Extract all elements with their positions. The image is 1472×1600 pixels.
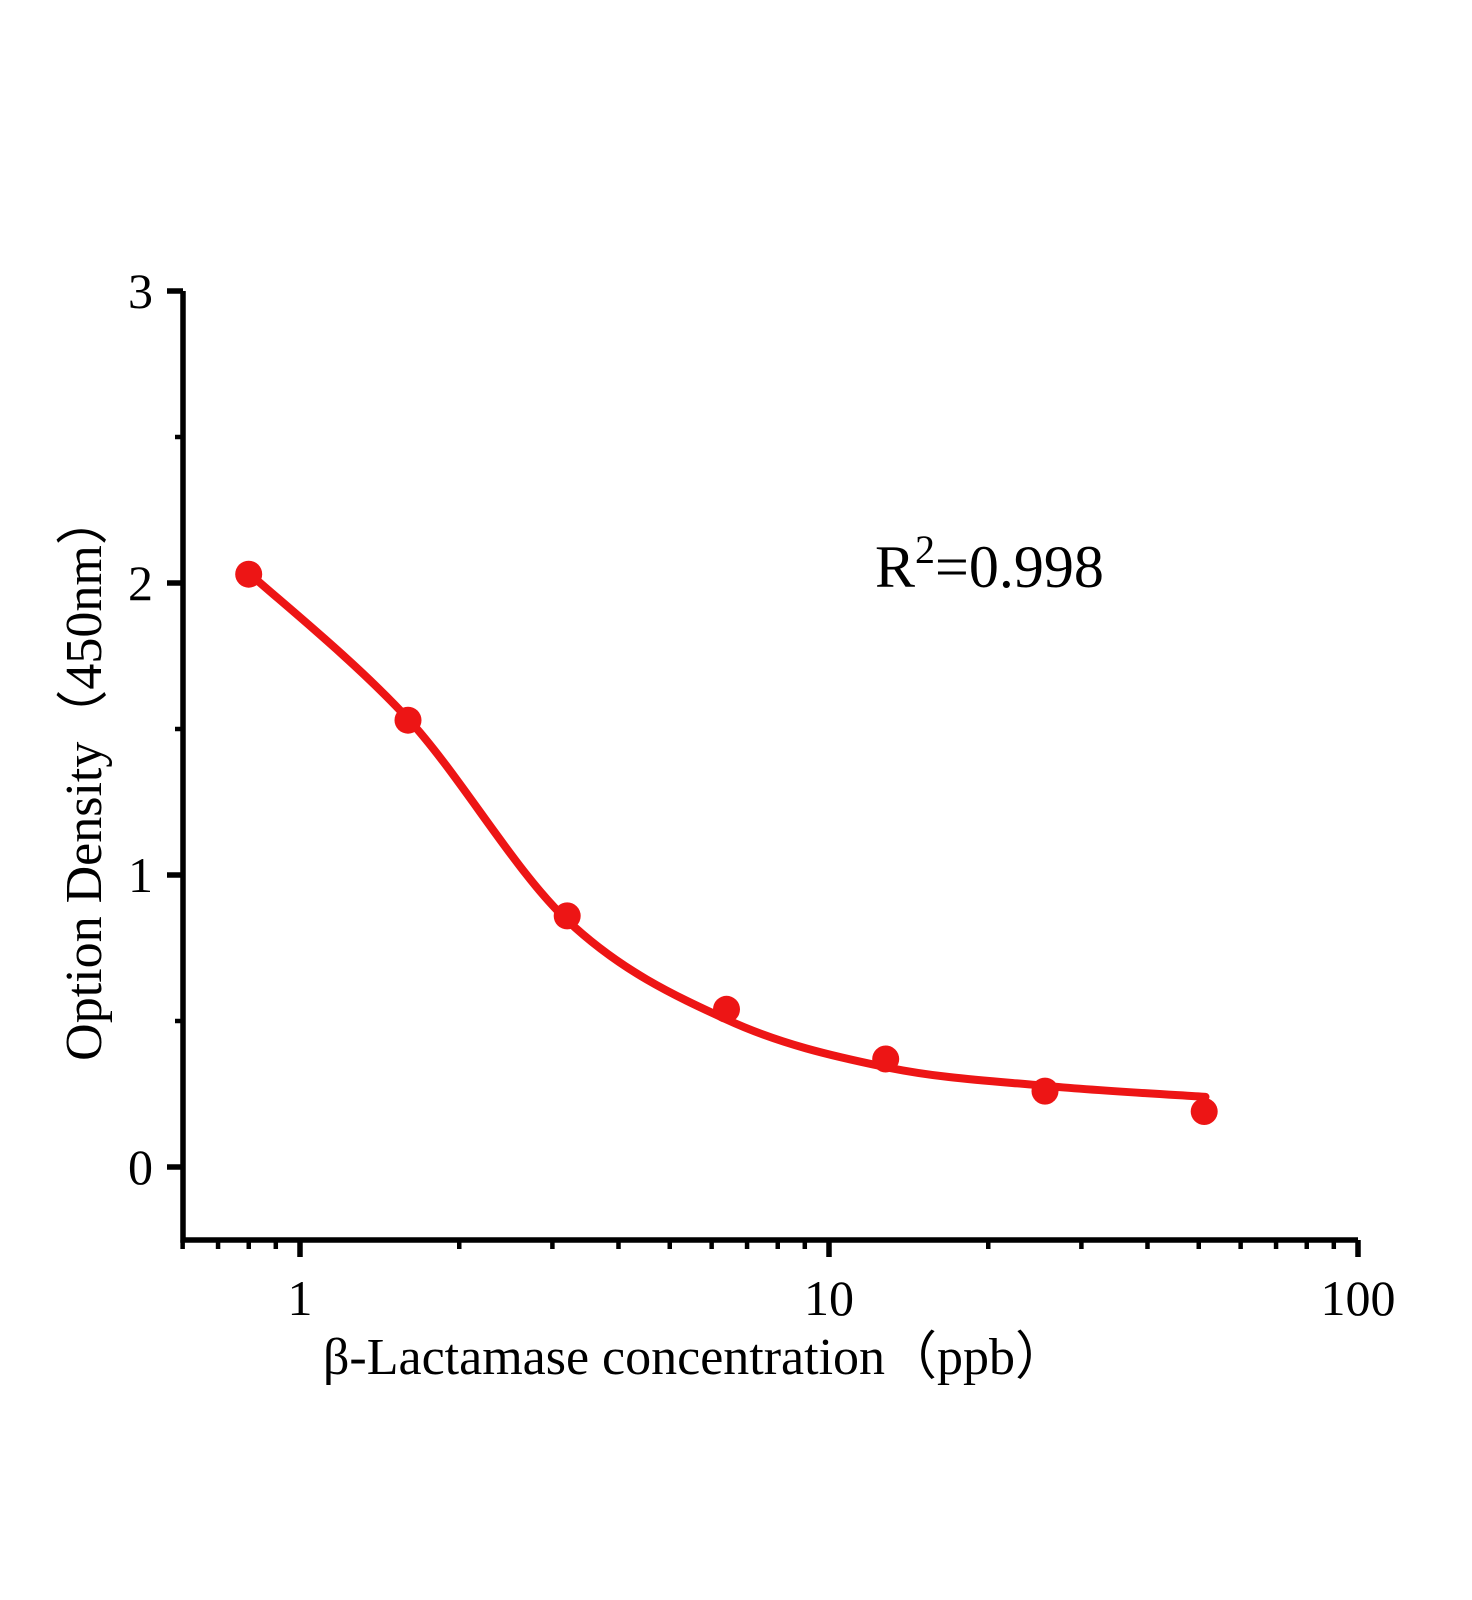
y-tick-label: 1 (128, 847, 153, 903)
r-squared-value: =0.998 (935, 534, 1104, 600)
x-tick-label: 1 (288, 1270, 313, 1326)
r-squared-base: R (875, 534, 916, 600)
r-squared-exponent: 2 (915, 527, 936, 572)
data-point (872, 1045, 900, 1073)
axes-spines (180, 291, 1358, 1243)
x-tick-label: 10 (804, 1270, 854, 1326)
data-point (1190, 1098, 1218, 1125)
data-point (394, 706, 422, 734)
data-point (1031, 1077, 1059, 1105)
data-point (235, 560, 263, 588)
x-tick-label: 100 (1321, 1270, 1396, 1326)
data-point (713, 995, 740, 1023)
y-tick-label: 2 (128, 555, 153, 611)
y-tick-label: 3 (128, 263, 153, 319)
r-squared-annotation: R2=0.998 (875, 530, 1104, 600)
y-tick-label: 0 (128, 1139, 153, 1195)
data-point (553, 902, 581, 930)
x-axis-title: β-Lactamase concentration（ppb） (322, 1329, 1068, 1386)
y-axis-title: Option Density（450nm） (56, 493, 113, 1061)
